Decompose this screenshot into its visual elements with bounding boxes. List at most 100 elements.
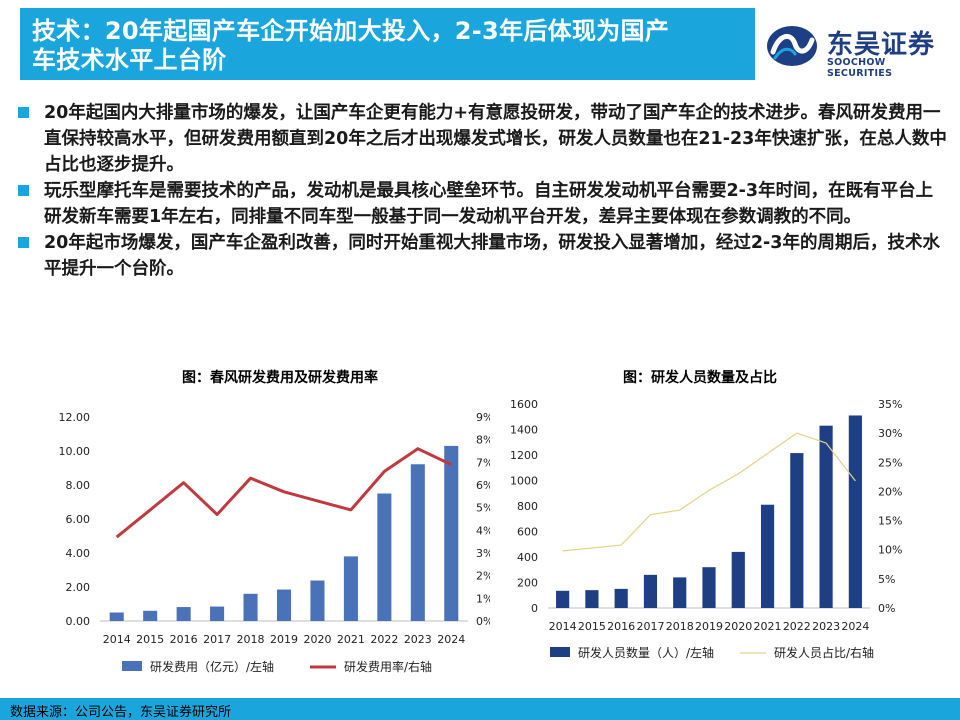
y-left-tick-label: 1000 — [510, 475, 538, 488]
series-line — [562, 432, 856, 552]
y-right-tick-label: 7% — [476, 456, 490, 469]
legend-label-bar: 研发费用（亿元）/左轴 — [150, 659, 274, 674]
bullet-list: 20年起国内大排量市场的爆发，让国产车企更有能力+有意愿投研发，带动了国产车企的… — [18, 100, 948, 282]
y-right-tick-label: 35% — [878, 398, 902, 411]
bullet-item: 20年起市场爆发，国产车企盈利改善，同时开始重视大排量市场，研发投入显著增加，经… — [18, 230, 948, 282]
y-right-tick-label: 2% — [476, 570, 490, 583]
bar — [673, 577, 687, 608]
page-title-line-2: 车技术水平上台阶 — [32, 46, 227, 74]
series-line — [115, 447, 452, 539]
x-tick-label: 2016 — [170, 633, 198, 646]
x-tick-label: 2024 — [841, 620, 869, 633]
bar — [760, 504, 775, 608]
y-left-tick-label: 6.00 — [66, 513, 91, 526]
y-right-tick-label: 1% — [476, 592, 490, 605]
x-tick-label: 2014 — [549, 620, 577, 633]
x-tick-label: 2016 — [607, 620, 635, 633]
bar — [585, 590, 599, 608]
bullet-text: 20年起市场爆发，国产车企盈利改善，同时开始重视大排量市场，研发投入显著增加，经… — [44, 233, 940, 279]
x-tick-label: 2017 — [636, 620, 664, 633]
bar — [731, 551, 745, 608]
x-tick-label: 2021 — [337, 633, 365, 646]
company-logo: 东吴证券 SOOCHOW SECURITIES — [765, 14, 945, 79]
bar — [643, 574, 658, 608]
bar — [276, 589, 292, 621]
x-tick-label: 2018 — [666, 620, 694, 633]
y-left-tick-label: 800 — [517, 500, 538, 513]
x-tick-label: 2020 — [303, 633, 331, 646]
bar — [143, 610, 158, 621]
bar — [343, 556, 358, 621]
y-left-tick-label: 400 — [517, 551, 538, 564]
logo-chinese-name: 东吴证券 — [827, 30, 936, 60]
y-right-tick-label: 8% — [476, 434, 490, 447]
legend-label-line: 研发人员占比/右轴 — [774, 645, 874, 660]
bar — [790, 453, 804, 608]
x-tick-label: 2024 — [437, 633, 465, 646]
bar — [702, 567, 716, 608]
chart-2-title: 图：研发人员数量及占比 — [623, 370, 777, 386]
chart-2-rd-staff: 0 200 400 600 800 1000 1200 1400 1600 0% 5% 10% 15% 2… — [510, 398, 902, 660]
bullet-square-icon — [18, 107, 29, 118]
bar — [243, 593, 258, 621]
legend-swatch-bar — [122, 661, 142, 671]
x-tick-label: 2021 — [754, 620, 782, 633]
x-tick-label: 2022 — [370, 633, 398, 646]
x-tick-label: 2019 — [270, 633, 298, 646]
bullet-item: 20年起国内大排量市场的爆发，让国产车企更有能力+有意愿投研发，带动了国产车企的… — [18, 100, 948, 178]
bullet-square-icon — [18, 185, 29, 196]
y-right-tick-label: 9% — [476, 411, 490, 424]
bar — [109, 612, 124, 621]
bar — [848, 415, 862, 608]
chart-1-rd-expense: 0.00 2.00 4.00 6.00 8.00 10.00 12.00 0% 1% 2% 3% 4%… — [59, 411, 491, 674]
bullet-text: 20年起国内大排量市场的爆发，让国产车企更有能力+有意愿投研发，带动了国产车企的… — [44, 103, 947, 175]
bullet-square-icon — [18, 237, 29, 248]
chart-1-title: 图：春风研发费用及研发费用率 — [182, 370, 378, 386]
bar — [377, 493, 392, 621]
legend-swatch-bar — [550, 647, 570, 657]
logo-english-name: SOOCHOW SECURITIES — [827, 57, 893, 79]
bar — [556, 590, 570, 608]
x-tick-label: 2023 — [404, 633, 432, 646]
bar — [310, 580, 325, 621]
y-right-tick-label: 6% — [476, 479, 490, 492]
footer-bar: 数据来源：公司公告，东吴证券研究所 — [0, 698, 960, 720]
y-left-tick-label: 600 — [517, 526, 538, 539]
y-right-tick-label: 5% — [476, 502, 490, 515]
bar — [614, 588, 628, 608]
y-left-tick-label: 1600 — [510, 398, 538, 411]
bar — [444, 445, 459, 621]
y-right-tick-label: 25% — [878, 456, 902, 469]
y-left-tick-label: 0.00 — [66, 615, 91, 628]
x-tick-label: 2022 — [783, 620, 811, 633]
y-left-tick-label: 1200 — [510, 449, 538, 462]
title-bar: 技术：20年起国产车企开始加大投入，2-3年后体现为国产 车技术水平上台阶 — [20, 8, 755, 80]
y-right-tick-label: 3% — [476, 547, 490, 560]
x-tick-label: 2014 — [103, 633, 131, 646]
y-right-tick-label: 20% — [878, 485, 902, 498]
y-right-tick-label: 5% — [878, 573, 895, 586]
x-tick-label: 2023 — [812, 620, 840, 633]
legend-label-bar: 研发人员数量（人）/左轴 — [578, 645, 714, 660]
bar — [410, 464, 425, 621]
bar — [210, 606, 225, 621]
y-left-tick-label: 200 — [517, 577, 538, 590]
x-tick-label: 2020 — [724, 620, 752, 633]
bullet-text: 玩乐型摩托车是需要技术的产品，发动机是最具核心壁垒环节。自主研发发动机平台需要2… — [44, 181, 934, 227]
bullet-item: 玩乐型摩托车是需要技术的产品，发动机是最具核心壁垒环节。自主研发发动机平台需要2… — [18, 178, 948, 230]
y-left-tick-label: 8.00 — [66, 479, 91, 492]
logo-swirl-icon — [767, 26, 817, 66]
y-left-tick-label: 4.00 — [66, 547, 91, 560]
legend-label-line: 研发费用率/右轴 — [344, 659, 432, 674]
y-left-tick-label: 2.00 — [66, 581, 91, 594]
page-title-line-1: 技术：20年起国产车企开始加大投入，2-3年后体现为国产 — [32, 17, 670, 45]
x-tick-label: 2015 — [136, 633, 164, 646]
y-right-tick-label: 4% — [476, 524, 490, 537]
x-tick-label: 2017 — [203, 633, 231, 646]
y-right-tick-label: 15% — [878, 515, 902, 528]
y-left-tick-label: 12.00 — [59, 411, 91, 424]
y-right-tick-label: 10% — [878, 544, 902, 557]
bar — [819, 425, 833, 608]
y-right-tick-label: 30% — [878, 427, 902, 440]
y-right-tick-label: 0% — [476, 615, 490, 628]
